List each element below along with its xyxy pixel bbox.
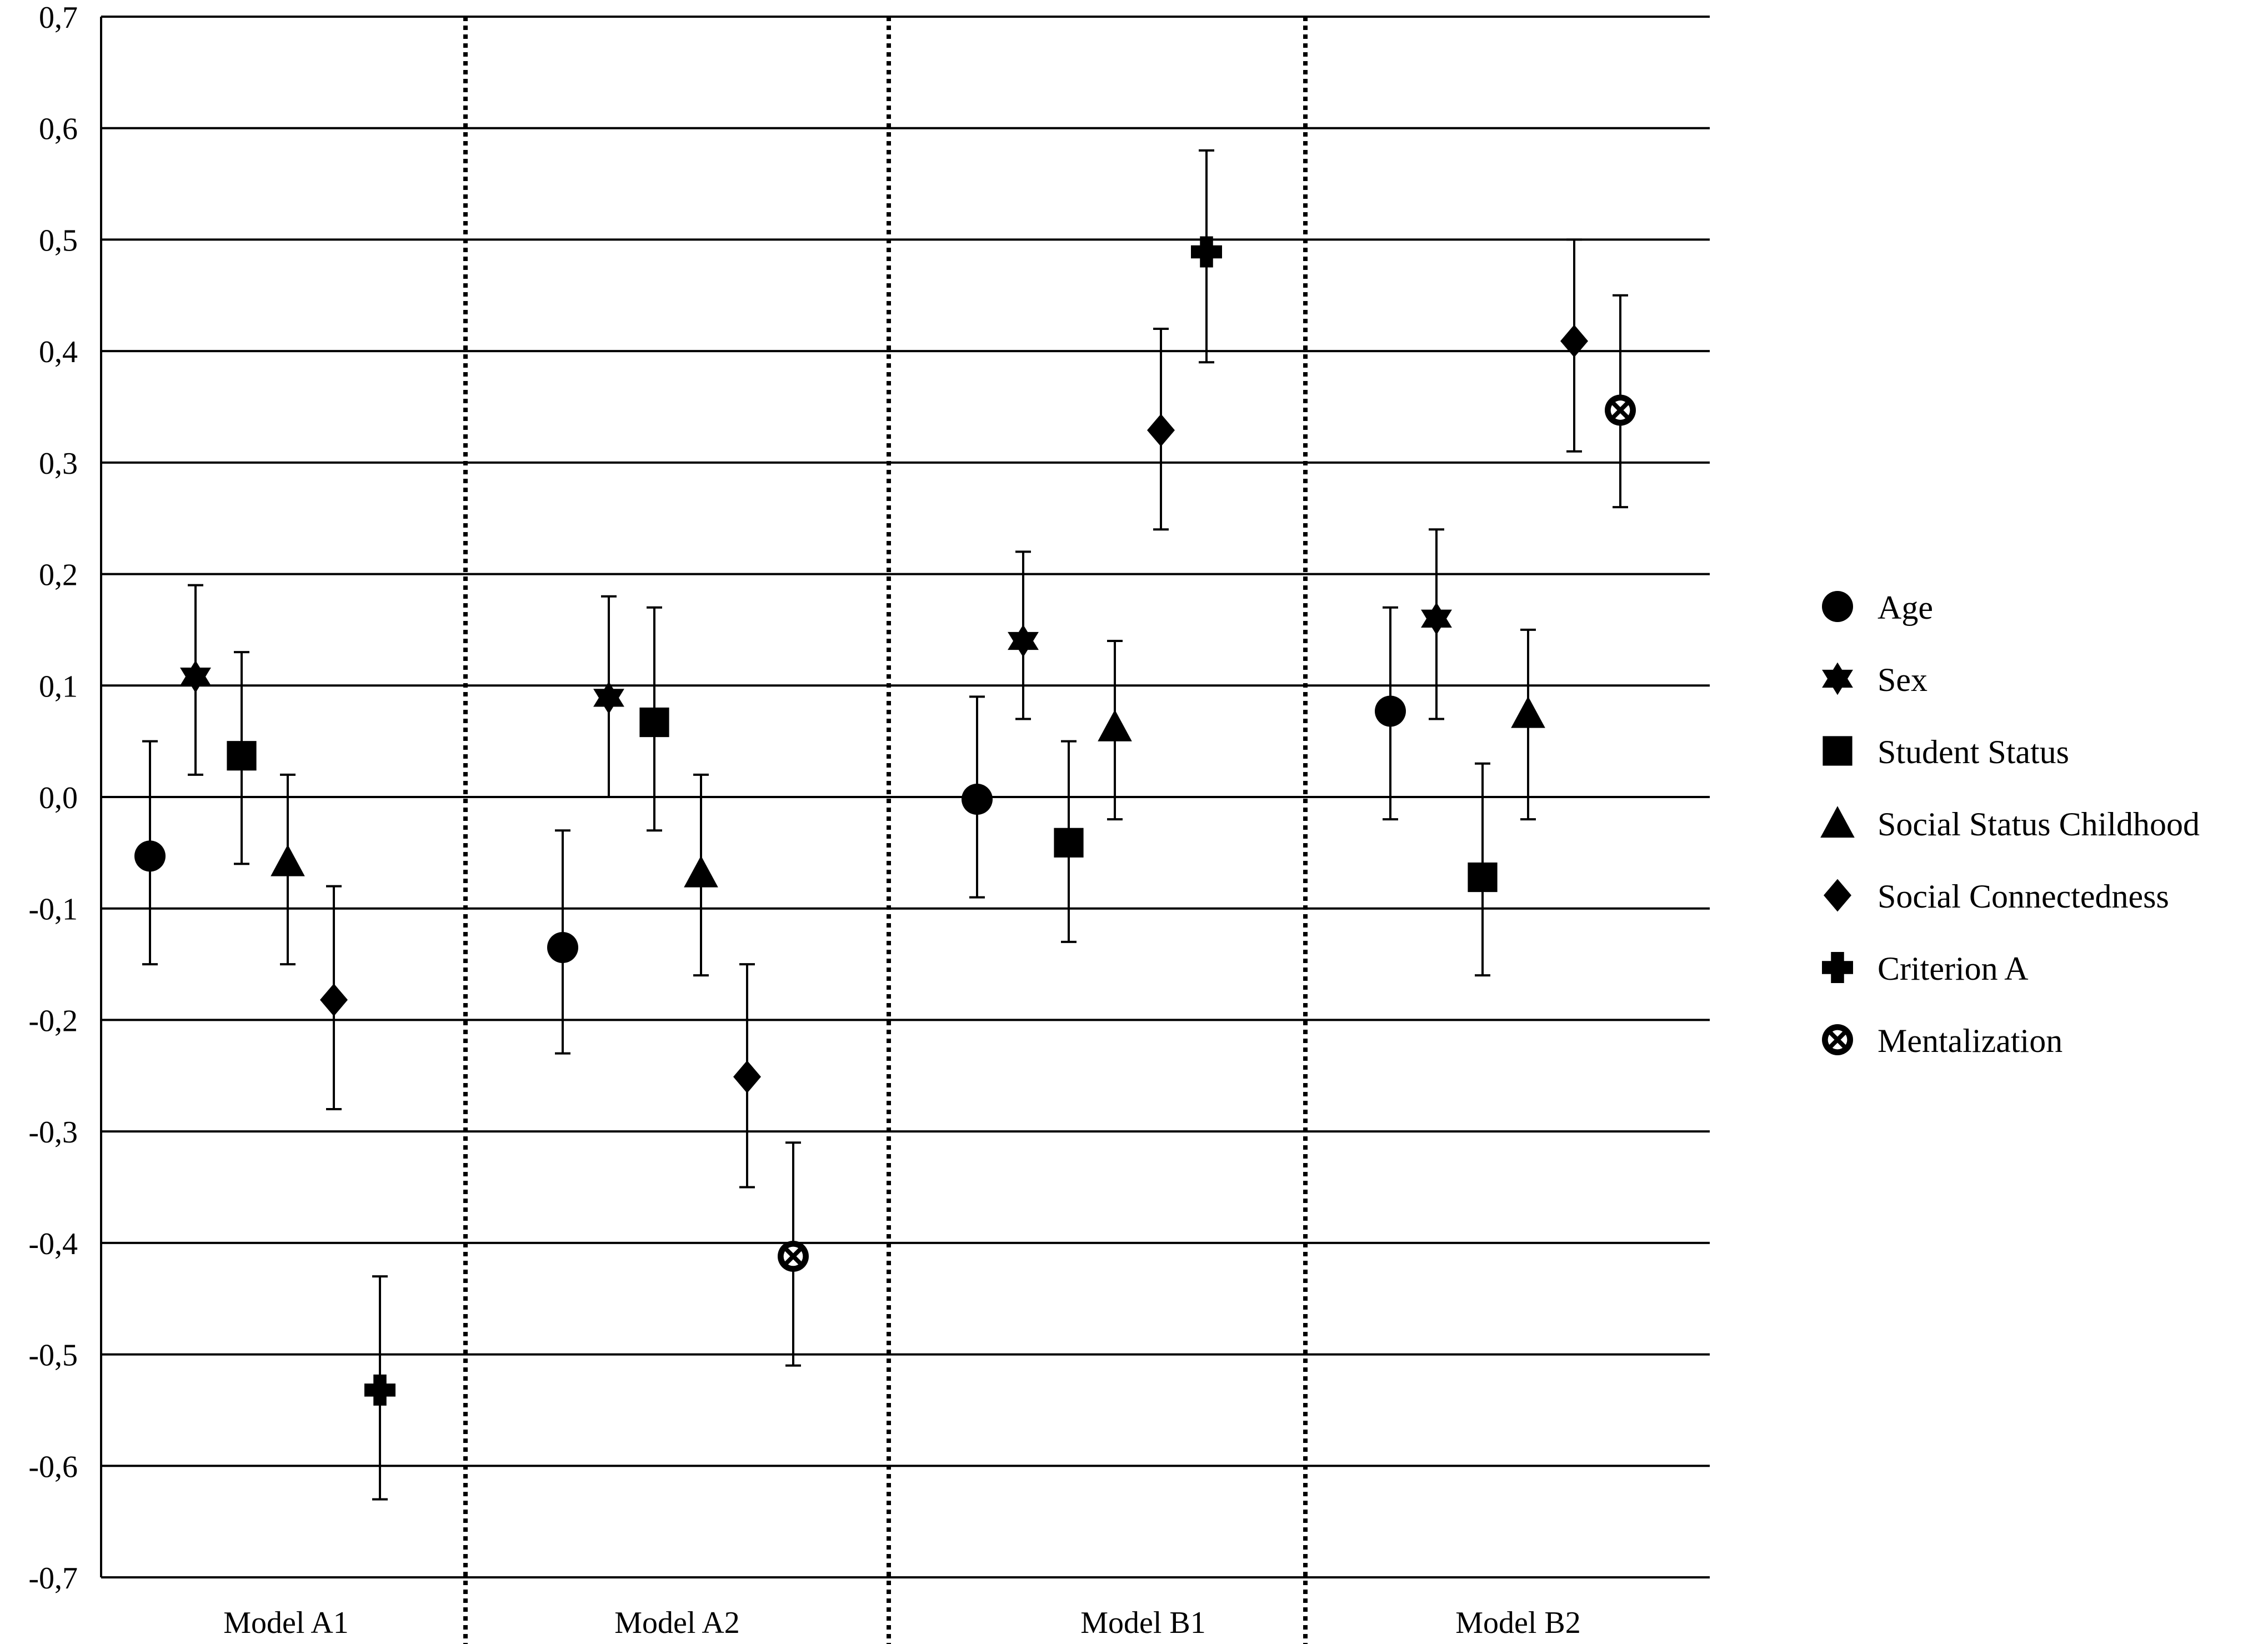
point-sex [593,681,624,714]
point-criterion-a [1191,236,1222,268]
y-tick-label: -0,4 [28,1227,78,1261]
y-tick-label: 0,3 [39,447,78,481]
y-tick-label: 0,2 [39,558,78,593]
x-category-label: Model A2 [614,1606,740,1640]
legend-label: Sex [1878,661,1927,698]
legend-marker-social-status-childhood [1820,806,1855,838]
legend-marker-mentalization [1822,1024,1853,1055]
legend-item-criterion-a: Criterion A [1822,950,2029,987]
legend-item-mentalization: Mentalization [1822,1023,2062,1059]
legend-marker-social-connectedness [1824,879,1851,912]
point-social-status-childhood [684,855,718,888]
legend-marker-criterion-a [1822,952,1853,983]
y-tick-label: -0,1 [28,893,78,927]
legend-item-age: Age [1822,589,1933,626]
y-tick-label: -0,6 [28,1450,78,1484]
y-tick-label: 0,0 [39,781,78,815]
point-mentalization [778,1240,809,1272]
legend-item-student-status: Student Status [1823,734,2069,770]
point-social-status-childhood [1098,709,1132,741]
point-student-status [1054,828,1084,858]
point-social-connectedness [1147,414,1175,447]
y-tick-label: -0,2 [28,1004,78,1038]
x-axis-category-labels: Model A1 Model A2 Model B1 Model B2 [223,1606,1581,1640]
y-tick-label: 0,5 [39,223,78,258]
point-mentalization [1605,394,1636,426]
x-category-label: Model A1 [223,1606,349,1640]
legend-label: Social Status Childhood [1878,806,2200,843]
point-student-status [227,741,257,771]
point-sex [1008,624,1039,658]
gridlines [101,16,1710,1578]
y-tick-label: 0,6 [39,112,78,147]
point-social-status-childhood [1511,696,1545,728]
point-age [547,931,578,963]
point-age [962,784,993,815]
point-social-connectedness [1560,324,1588,358]
point-student-status [639,707,669,738]
y-tick-label: -0,3 [28,1115,78,1150]
x-category-label: Model B1 [1080,1606,1206,1640]
point-age [134,840,166,872]
legend: Age Sex Student Status Social Status Childh… [1820,589,2200,1059]
legend-item-sex: Sex [1822,661,1927,698]
legend-label: Student Status [1878,734,2069,770]
point-social-connectedness [733,1060,761,1094]
legend-marker-student-status [1823,736,1853,766]
point-sex [1421,602,1452,635]
legend-label: Criterion A [1878,950,2029,987]
point-age [1375,695,1406,727]
point-markers [134,236,1636,1406]
point-social-connectedness [320,983,348,1016]
y-tick-label: 0,4 [39,335,78,369]
point-student-status [1468,862,1498,893]
legend-marker-age [1822,591,1853,622]
group-separators [463,17,1308,1644]
y-tick-label: -0,7 [28,1561,78,1596]
legend-label: Age [1878,589,1933,626]
legend-label: Mentalization [1878,1023,2062,1059]
x-category-label: Model B2 [1455,1606,1581,1640]
error-bars [142,149,1628,1501]
y-axis-tick-labels: 0,7 0,6 0,5 0,4 0,3 0,2 0,1 0,0 -0,1 -0,2 -0,3 -0,4… [28,1,78,1596]
legend-label: Social Connectedness [1878,878,2169,915]
point-sex [180,660,211,693]
point-criterion-a [364,1374,395,1406]
legend-marker-sex [1822,662,1853,695]
y-tick-label: -0,5 [28,1339,78,1373]
point-social-status-childhood [271,844,305,876]
y-tick-label: 0,7 [39,1,78,35]
legend-item-social-connectedness: Social Connectedness [1824,878,2169,915]
legend-item-social-status-childhood: Social Status Childhood [1820,806,2200,843]
y-tick-label: 0,1 [39,669,78,704]
